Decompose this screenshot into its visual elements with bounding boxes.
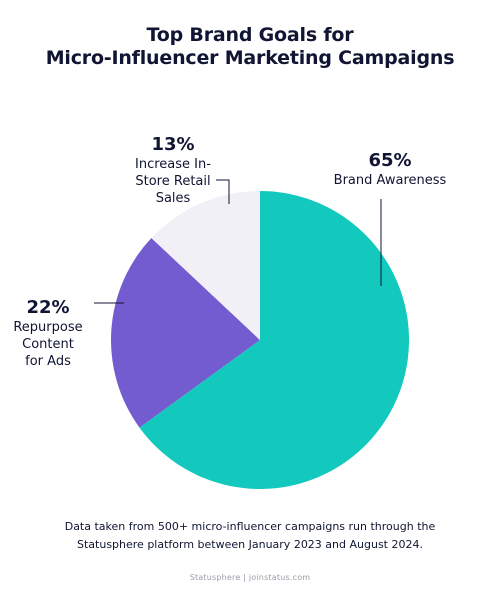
slice-category-repurpose-line-2: Content	[22, 337, 74, 352]
footnote-line-1: Data taken from 500+ micro-influencer ca…	[64, 520, 436, 533]
pie-slice-repurpose-content	[110, 238, 261, 428]
slice-label-brand-awareness: 65% Brand Awareness	[325, 150, 455, 189]
slice-category-increase-line-3: Sales	[155, 191, 191, 206]
pie-slice-increase-sales	[151, 191, 260, 340]
footnote: Data taken from 500+ micro-influencer ca…	[0, 518, 500, 554]
chart-title-line-2: Micro-Influencer Marketing Campaigns	[45, 47, 455, 69]
source-credit: Statusphere | joinstatus.com	[189, 573, 311, 582]
slice-label-repurpose-content: 22% Repurpose Content for Ads	[8, 297, 88, 370]
slice-percent-brand-awareness: 65%	[368, 150, 412, 171]
chart-title-line-1: Top Brand Goals for	[146, 24, 354, 46]
slice-percent-repurpose-content: 22%	[26, 297, 70, 318]
slice-label-increase-sales: 13% Increase In- Store Retail Sales	[118, 134, 228, 207]
slice-category-repurpose-line-1: Repurpose	[13, 320, 83, 335]
slice-category-increase-line-2: Store Retail	[135, 174, 211, 189]
footnote-line-2: Statusphere platform between January 202…	[77, 538, 423, 551]
slice-category-repurpose-line-3: for Ads	[25, 354, 71, 369]
chart-title: Top Brand Goals for Micro-Influencer Mar…	[0, 24, 500, 70]
slice-category-brand-awareness: Brand Awareness	[333, 173, 447, 188]
slice-percent-increase-sales: 13%	[151, 134, 195, 155]
pie-slice-brand-awareness	[139, 191, 410, 489]
leader-line-increase-sales	[216, 179, 230, 204]
slice-category-increase-line-1: Increase In-	[135, 157, 211, 172]
